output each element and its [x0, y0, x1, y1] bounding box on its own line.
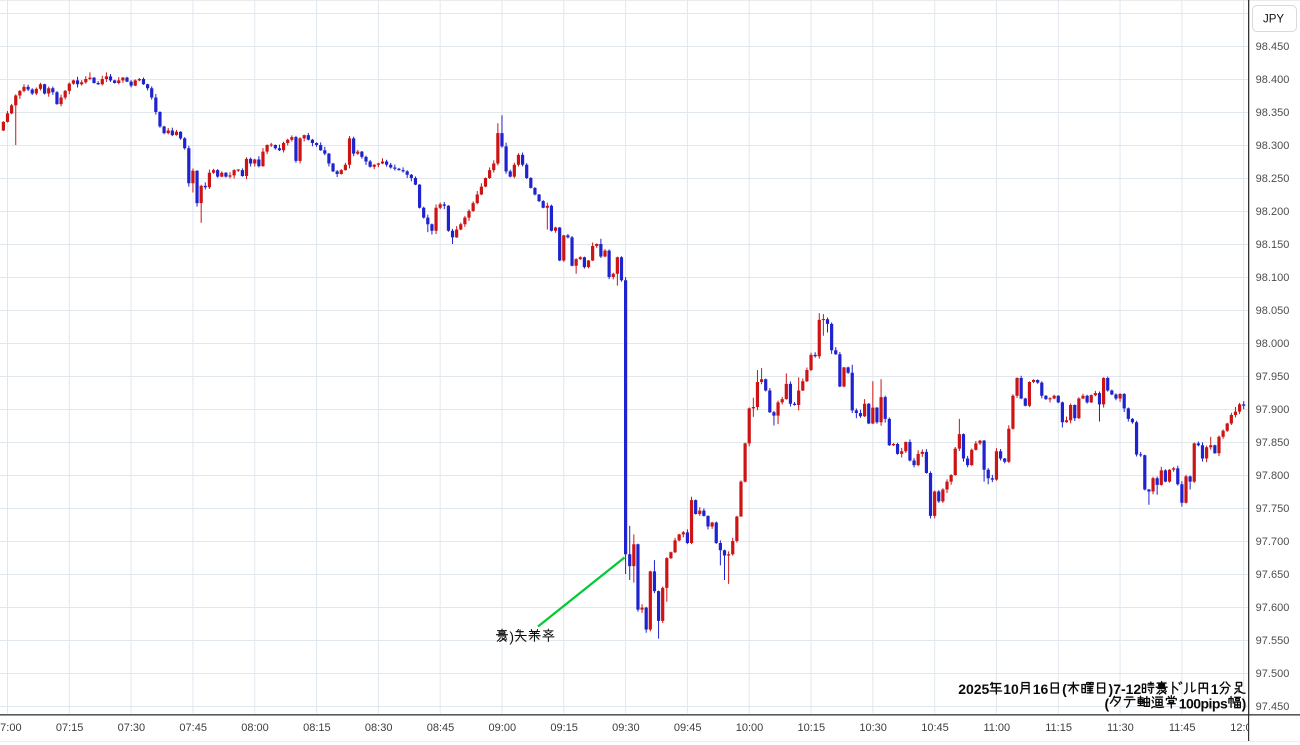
- svg-text:11:45: 11:45: [1169, 722, 1196, 734]
- svg-text:10: 10: [1003, 681, 1019, 697]
- svg-text:97.550: 97.550: [1256, 635, 1290, 647]
- svg-text:10:45: 10:45: [921, 722, 949, 734]
- svg-text:16: 16: [1033, 681, 1049, 697]
- svg-text:10:00: 10:00: [736, 722, 764, 734]
- svg-text:(: (: [1062, 681, 1067, 697]
- svg-text:)7-12: )7-12: [1109, 681, 1142, 697]
- svg-text:): ): [1242, 695, 1247, 711]
- svg-text:2025: 2025: [958, 681, 989, 697]
- svg-text:07:00: 07:00: [0, 722, 22, 734]
- svg-text:09:15: 09:15: [550, 722, 578, 734]
- svg-text:97.900: 97.900: [1256, 404, 1290, 416]
- svg-text:): ): [509, 629, 514, 645]
- svg-text:97.950: 97.950: [1256, 371, 1290, 383]
- svg-text:07:30: 07:30: [118, 722, 146, 734]
- svg-text:08:00: 08:00: [241, 722, 269, 734]
- svg-text:98.100: 98.100: [1256, 272, 1290, 284]
- svg-text:97.750: 97.750: [1256, 503, 1290, 515]
- svg-text:10:30: 10:30: [859, 722, 887, 734]
- svg-text:97.650: 97.650: [1256, 569, 1290, 581]
- svg-text:98.450: 98.450: [1256, 41, 1290, 53]
- svg-text:98.250: 98.250: [1256, 173, 1290, 185]
- svg-text:98.200: 98.200: [1256, 206, 1290, 218]
- svg-text:(: (: [1105, 695, 1110, 711]
- svg-text:98.150: 98.150: [1256, 239, 1290, 251]
- svg-text:11:30: 11:30: [1107, 722, 1134, 734]
- svg-text:97.850: 97.850: [1256, 437, 1290, 449]
- svg-text:09:45: 09:45: [674, 722, 702, 734]
- svg-text:98.350: 98.350: [1256, 107, 1290, 119]
- svg-text:11:00: 11:00: [983, 722, 1010, 734]
- svg-text:09:30: 09:30: [612, 722, 640, 734]
- svg-text:08:15: 08:15: [303, 722, 331, 734]
- svg-text:08:30: 08:30: [365, 722, 393, 734]
- svg-text:JPY: JPY: [1263, 14, 1284, 26]
- svg-text:08:45: 08:45: [427, 722, 455, 734]
- svg-text:98.300: 98.300: [1256, 140, 1290, 152]
- svg-text:97.700: 97.700: [1256, 536, 1290, 548]
- svg-text:97.450: 97.450: [1256, 701, 1290, 713]
- svg-text:07:15: 07:15: [56, 722, 84, 734]
- svg-text:100pips: 100pips: [1179, 695, 1228, 711]
- svg-text:09:00: 09:00: [489, 722, 517, 734]
- svg-text:97.500: 97.500: [1256, 668, 1290, 680]
- svg-text:98.000: 98.000: [1256, 338, 1290, 350]
- svg-text:1: 1: [1211, 681, 1219, 697]
- svg-text:07:45: 07:45: [179, 722, 207, 734]
- svg-text:98.050: 98.050: [1256, 305, 1290, 317]
- svg-text:11:15: 11:15: [1045, 722, 1072, 734]
- svg-text:98.400: 98.400: [1256, 74, 1290, 86]
- svg-text:97.800: 97.800: [1256, 470, 1290, 482]
- svg-text:97.600: 97.600: [1256, 602, 1290, 614]
- svg-text:10:15: 10:15: [798, 722, 826, 734]
